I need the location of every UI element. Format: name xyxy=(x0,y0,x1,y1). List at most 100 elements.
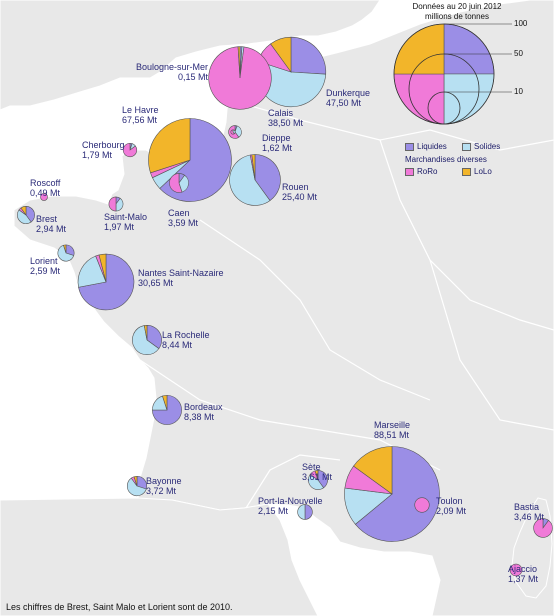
borders xyxy=(139,99,554,509)
port-value: 2,09 Mt xyxy=(436,506,467,516)
footnote: Les chiffres de Brest, Saint Malo et Lor… xyxy=(6,602,233,612)
pie-slice-lolo xyxy=(133,475,138,487)
pie-slice-roro xyxy=(230,129,235,135)
port-name: Le Havre xyxy=(122,105,159,115)
port-value: 1,37 Mt xyxy=(508,574,539,584)
pie-slice-solides xyxy=(57,244,75,262)
port-name: Roscoff xyxy=(30,178,61,188)
port-name: Bastia xyxy=(514,502,540,512)
legend-title-line2: millions de tonnes xyxy=(424,12,490,21)
port-pie xyxy=(132,325,162,355)
port-pie xyxy=(414,497,430,513)
port-value: 3,59 Mt xyxy=(168,218,199,228)
port-pie xyxy=(126,475,148,497)
pie-slice-roro xyxy=(509,563,523,577)
port-name: Nantes Saint-Nazaire xyxy=(138,268,224,278)
port-value: 2,94 Mt xyxy=(36,224,67,234)
port-value: 3,61 Mt xyxy=(302,472,333,482)
port-name: Brest xyxy=(36,214,58,224)
port-value: 3,72 Mt xyxy=(146,486,177,496)
port-name: Dunkerque xyxy=(326,88,371,98)
port-name: Calais xyxy=(268,108,294,118)
pie-slice-lolo xyxy=(98,253,107,283)
pie-slice-roro xyxy=(108,196,117,212)
port-name: Dieppe xyxy=(262,133,291,143)
legend-label-lolo: LoLo xyxy=(474,167,492,176)
port-value: 2,59 Mt xyxy=(30,266,61,276)
port-pie xyxy=(533,518,553,538)
legend-scale-10: 10 xyxy=(514,87,523,96)
port-value: 67,56 Mt xyxy=(122,115,158,125)
pie-slice-roro xyxy=(122,142,138,158)
port-label-dunkerque: Dunkerque 47,50 Mt xyxy=(326,88,370,108)
port-label-bordeaux: Bordeaux 8,38 Mt xyxy=(184,402,223,422)
port-name: La Rochelle xyxy=(162,330,210,340)
port-pie xyxy=(230,129,236,135)
port-pie xyxy=(77,253,135,311)
port-pie xyxy=(344,446,440,542)
port-pie xyxy=(152,395,182,425)
legend-label-marchandises: Marchandises diverses xyxy=(405,155,487,164)
pie-slice-liquides xyxy=(354,446,440,542)
legend-label-solides: Solides xyxy=(474,142,501,151)
pie-slice-liquides xyxy=(317,470,328,489)
port-pie xyxy=(40,193,48,201)
port-label-bastia: Bastia 3,46 Mt xyxy=(514,502,544,522)
port-pie xyxy=(108,196,124,212)
port-label-bayonne: Bayonne 3,72 Mt xyxy=(146,476,182,496)
port-value: 1,97 Mt xyxy=(104,222,135,232)
pie-slice-solides xyxy=(308,473,325,490)
port-label-rouen: Rouen 25,40 Mt xyxy=(282,182,317,202)
port-label-port-la-nouvelle: Port-la-Nouvelle 2,15 Mt xyxy=(258,496,323,516)
pie-slice-lolo xyxy=(20,206,27,216)
pie-slice-roro xyxy=(169,173,183,193)
pie-slice-lolo xyxy=(251,154,256,181)
port-label-boulogne: Boulogne-sur-Mer 0,15 Mt xyxy=(136,62,208,82)
legend-swatch-solides xyxy=(462,143,471,151)
port-value: 2,15 Mt xyxy=(258,506,289,516)
port-label-nantes: Nantes Saint-Nazaire 30,65 Mt xyxy=(138,268,224,288)
port-value: 38,50 Mt xyxy=(268,118,304,128)
pie-slice-solides xyxy=(77,255,107,288)
legend-scale-100: 100 xyxy=(514,19,528,28)
pie-slice-solides xyxy=(178,174,189,193)
port-value: 0,15 Mt xyxy=(178,72,209,82)
pie-slice-liquides xyxy=(25,206,35,223)
port-value: 88,51 Mt xyxy=(374,430,410,440)
port-pie xyxy=(297,504,313,520)
port-pie xyxy=(308,470,328,490)
port-name: Sète xyxy=(302,462,321,472)
port-label-saint-malo: Saint-Malo 1,97 Mt xyxy=(104,212,147,232)
port-label-brest: Brest 2,94 Mt xyxy=(36,214,66,234)
port-value: 0,49 Mt xyxy=(30,188,61,198)
port-pie xyxy=(229,154,281,206)
pie-slice-lolo xyxy=(148,118,191,174)
port-value: 47,50 Mt xyxy=(326,98,362,108)
port-value: 30,65 Mt xyxy=(138,278,174,288)
port-value: 25,40 Mt xyxy=(282,192,318,202)
pie-slice-lolo xyxy=(237,46,241,79)
pie-slice-solides xyxy=(17,209,32,224)
land-spain xyxy=(0,497,319,616)
port-pie xyxy=(169,173,189,193)
port-value: 1,62 Mt xyxy=(262,143,293,153)
pie-slice-liquides xyxy=(146,325,162,350)
land-england xyxy=(0,0,381,111)
pie-slice-lolo xyxy=(314,470,319,481)
port-name: Saint-Malo xyxy=(104,212,148,222)
port-label-le-havre: Le Havre 67,56 Mt xyxy=(122,105,159,125)
legend-swatch-liquides xyxy=(405,143,414,151)
pie-slice-liquides xyxy=(152,395,182,425)
port-pie xyxy=(17,206,35,224)
port-pie xyxy=(122,142,138,158)
legend-swatch-roro xyxy=(405,168,414,176)
pie-slice-lolo xyxy=(270,36,292,73)
port-value: 8,44 Mt xyxy=(162,340,193,350)
port-name: Rouen xyxy=(282,182,309,192)
port-pie xyxy=(57,244,75,262)
port-label-roscoff: Roscoff 0,49 Mt xyxy=(30,178,60,198)
pie-slice-roro xyxy=(533,518,553,538)
port-name: Bordeaux xyxy=(184,402,223,412)
pie-slice-solides xyxy=(297,504,306,520)
